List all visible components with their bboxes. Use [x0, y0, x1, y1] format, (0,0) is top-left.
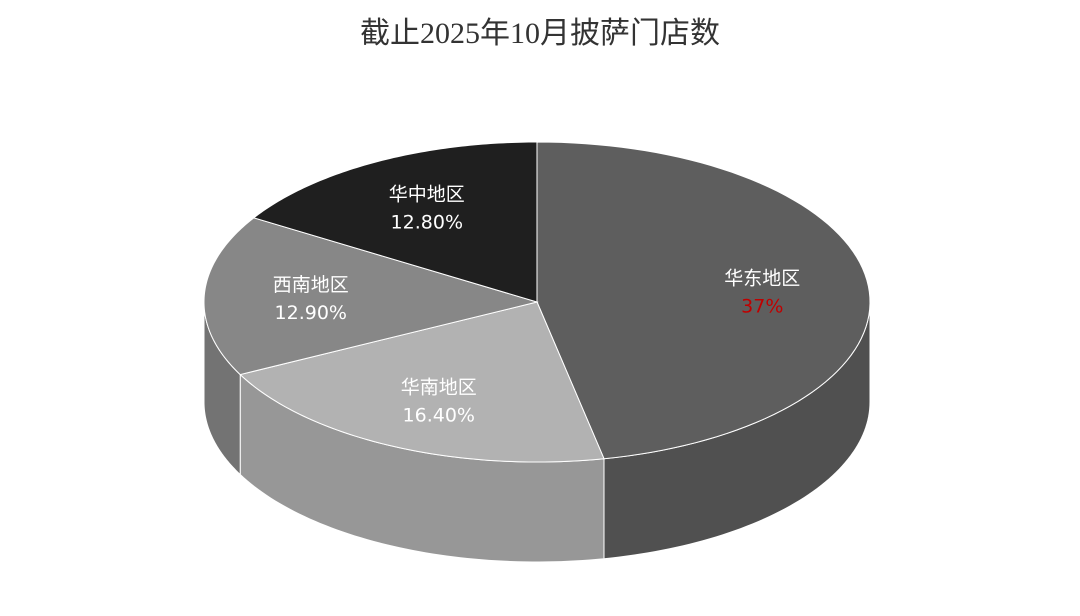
slice-name: 华东地区	[724, 267, 800, 289]
slice-name: 西南地区	[273, 274, 349, 296]
slice-value-label: 16.40%	[403, 405, 475, 427]
pie-slice	[203, 217, 539, 376]
slice-value-label: 12.90%	[275, 302, 347, 324]
chart-title: 截止2025年10月披萨门店数	[360, 17, 720, 50]
pie-slice	[239, 301, 605, 463]
slice-name: 华南地区	[401, 377, 477, 399]
slice-name: 华中地区	[389, 183, 465, 205]
pie-slice	[252, 141, 538, 303]
slice-value-label: 12.80%	[391, 211, 463, 233]
pie-slice	[536, 141, 871, 460]
slice-value-label: 37%	[741, 295, 783, 317]
